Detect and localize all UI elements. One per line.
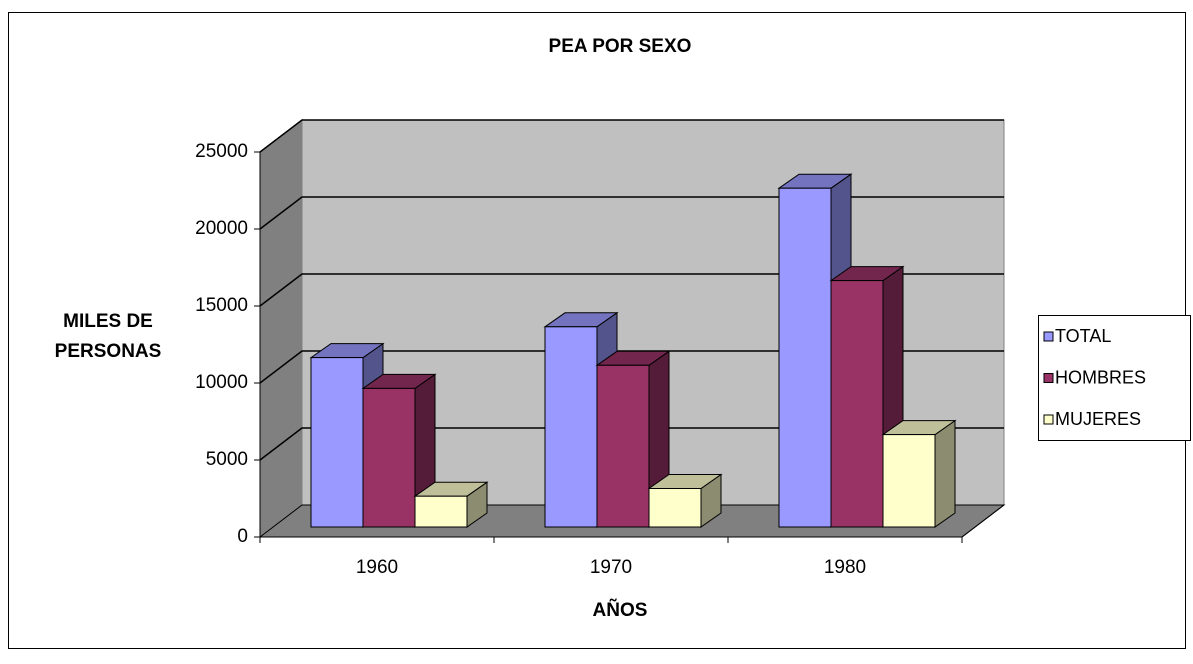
bar [830, 280, 884, 528]
bar-side [934, 419, 956, 528]
legend-swatch [1043, 414, 1054, 425]
y-tick-label: 0 [237, 526, 248, 547]
bar [310, 357, 364, 528]
y-tick-label: 15000 [195, 295, 248, 316]
y-tick-label: 5000 [206, 449, 248, 470]
y-tick-label: 20000 [195, 218, 248, 239]
floor-edge [961, 504, 1005, 538]
bar [362, 387, 416, 528]
grid-line [259, 119, 1004, 153]
x-tick-label: 1970 [590, 557, 632, 578]
legend-box [1038, 315, 1191, 441]
y-axis-title: PERSONAS [55, 341, 162, 362]
y-tick-label: 10000 [195, 372, 248, 393]
chart-title: PEA POR SEXO [549, 36, 692, 57]
bar [544, 326, 598, 528]
grid-line [259, 427, 1004, 461]
y-tick-label: 25000 [195, 141, 248, 162]
bar [414, 495, 468, 528]
legend-label: MUJERES [1055, 409, 1141, 429]
side-wall [259, 118, 303, 539]
x-tick-label: 1960 [356, 557, 398, 578]
grid-line [259, 273, 1004, 307]
y-axis-title: MILES DE [63, 311, 153, 332]
x-tick-label: 1980 [824, 557, 866, 578]
bar [882, 434, 936, 528]
legend-swatch [1043, 331, 1054, 342]
grid-line [259, 196, 1004, 230]
legend-label: HOMBRES [1055, 367, 1146, 387]
bar [648, 488, 702, 528]
bar [778, 187, 832, 528]
grid-line [259, 350, 1004, 384]
bar [596, 364, 650, 528]
x-axis-title: AÑOS [593, 599, 648, 621]
legend-swatch [1043, 373, 1054, 383]
legend-label: TOTAL [1055, 326, 1111, 346]
